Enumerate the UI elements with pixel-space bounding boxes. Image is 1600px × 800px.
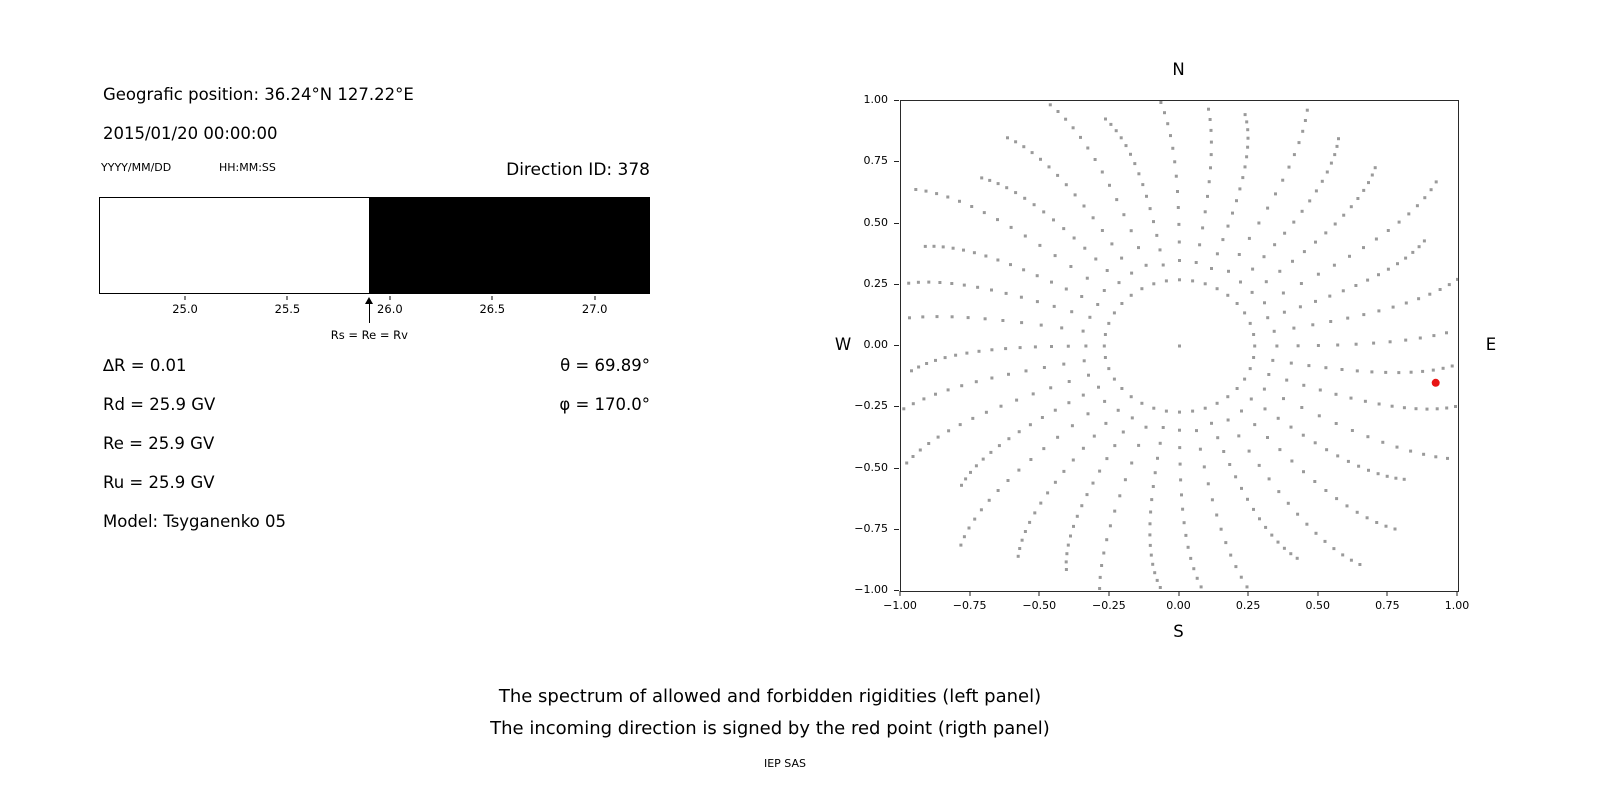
y-tick-label: −0.25 [854,399,888,413]
y-tick-mark [894,590,899,591]
param-re: Re = 25.9 GV [103,434,215,453]
x-tick-label: 0.50 [1305,599,1331,612]
phi-angle-label: φ = 170.0° [559,395,650,414]
y-tick-mark [894,161,899,163]
x-tick-label: 0.00 [1166,599,1191,612]
y-tick-label: −0.75 [854,521,888,535]
x-tick-label: 0.25 [1235,599,1261,612]
datetime-label: 2015/01/20 00:00:00 [103,124,278,143]
y-tick-mark [894,222,899,224]
y-tick-label: 0.50 [863,215,889,229]
param-model: Model: Tsyganenko 05 [103,512,287,531]
spectrum-x-axis: 25.0 25.5 26.0 26.5 27.0 [99,296,650,330]
y-tick-mark [894,100,899,101]
spectrum-tick-mark [491,296,493,300]
x-tick-label: −0.50 [1022,599,1057,612]
direction-plot-area [900,100,1459,592]
spectrum-tick-label: 26.0 [377,302,403,316]
y-tick-label: −1.00 [854,583,888,596]
spectrum-tick-label: 26.5 [479,302,506,316]
spectrum-tick-mark [286,296,288,300]
boundary-arrow-label: Rs = Re = Rv [330,328,408,342]
spectrum-tick-label: 25.5 [274,302,301,316]
x-tick-label: −0.75 [952,599,987,612]
spectrum-tick-label: 27.0 [581,302,608,316]
direction-id-label: Direction ID: 378 [506,160,650,180]
theta-angle-label: θ = 69.89° [560,356,650,375]
y-tick-mark [894,283,899,285]
rigidity-spectrum-bar [99,197,650,294]
y-tick-mark [894,528,899,530]
caption-line-2: The incoming direction is signed by the … [490,718,1050,739]
x-tick-label: 0.75 [1375,599,1400,612]
caption-line-1: The spectrum of allowed and forbidden ri… [498,686,1042,707]
x-tick-label: −1.00 [883,599,917,612]
y-tick-mark [894,406,899,408]
forbidden-rigidity-region [369,197,650,294]
param-ru: Ru = 25.9 GV [103,473,215,492]
spectrum-tick-mark [389,296,391,300]
y-tick-label: 0.25 [863,276,889,290]
y-tick-mark [894,345,899,346]
spectrum-tick-mark [594,296,596,300]
param-rd: Rd = 25.9 GV [103,395,216,414]
x-tick-label: 1.00 [1444,599,1470,612]
compass-north-label: N [1172,60,1185,79]
credit-label: IEP SAS [763,757,807,770]
x-tick-label: −0.25 [1092,599,1126,612]
y-tick-label: −0.50 [854,460,888,474]
date-format-hint: YYYY/MM/DD [101,161,172,174]
y-tick-mark [894,467,899,469]
incoming-direction-red-point [1431,378,1440,387]
geographic-position-label: Geografic position: 36.24°N 127.22°E [103,85,414,104]
up-arrow-icon [365,297,374,304]
y-tick-label: 0.00 [863,338,889,351]
y-tick-label: 1.00 [863,93,889,106]
y-tick-label: 0.75 [863,154,889,168]
compass-south-label: S [1173,622,1184,641]
spectrum-tick-mark [184,296,186,300]
compass-east-label: E [1485,335,1497,354]
param-delta-r: ∆R = 0.01 [103,356,187,375]
compass-west-label: W [834,335,852,354]
direction-scatter-svg [902,101,1458,590]
spectrum-tick-label: 25.0 [172,302,198,316]
time-format-hint: HH:MM:SS [219,161,276,174]
arrow-stem [368,302,370,323]
